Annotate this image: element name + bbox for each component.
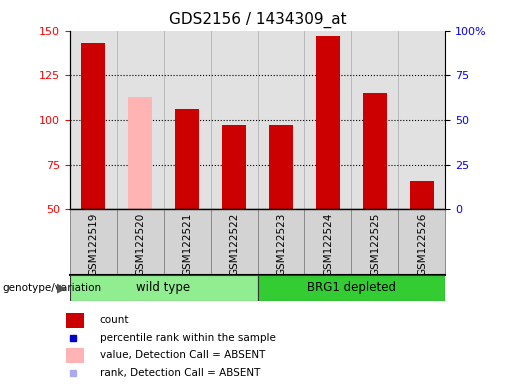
Bar <box>128 97 152 209</box>
Bar <box>258 209 304 275</box>
Bar <box>316 36 340 209</box>
Bar <box>258 275 445 301</box>
Bar <box>211 31 258 209</box>
Text: percentile rank within the sample: percentile rank within the sample <box>99 333 276 343</box>
Text: ▶: ▶ <box>57 281 66 295</box>
Bar <box>164 209 211 275</box>
Bar <box>258 31 304 209</box>
Bar <box>399 209 445 275</box>
Text: wild type: wild type <box>136 281 191 295</box>
Bar <box>66 348 84 362</box>
Bar <box>304 209 352 275</box>
Bar <box>70 31 116 209</box>
Bar <box>304 31 352 209</box>
Text: value, Detection Call = ABSENT: value, Detection Call = ABSENT <box>99 350 265 360</box>
Bar <box>269 125 293 209</box>
Bar <box>352 31 399 209</box>
Bar <box>81 43 105 209</box>
Text: count: count <box>99 315 129 325</box>
Bar <box>363 93 387 209</box>
Text: GSM122525: GSM122525 <box>370 213 380 276</box>
Bar <box>66 313 84 328</box>
Text: GSM122522: GSM122522 <box>229 213 239 276</box>
Bar <box>410 181 434 209</box>
Text: GSM122520: GSM122520 <box>135 213 145 276</box>
Text: GSM122521: GSM122521 <box>182 213 192 276</box>
Text: GSM122524: GSM122524 <box>323 213 333 276</box>
Bar <box>70 275 258 301</box>
Bar <box>211 209 258 275</box>
Bar <box>164 31 211 209</box>
Bar <box>222 125 246 209</box>
Text: GSM122519: GSM122519 <box>88 213 98 276</box>
Title: GDS2156 / 1434309_at: GDS2156 / 1434309_at <box>169 12 346 28</box>
Bar <box>70 209 116 275</box>
Bar <box>352 209 399 275</box>
Text: genotype/variation: genotype/variation <box>3 283 101 293</box>
Text: GSM122523: GSM122523 <box>276 213 286 276</box>
Text: GSM122526: GSM122526 <box>417 213 427 276</box>
Bar <box>175 109 199 209</box>
Text: BRG1 depleted: BRG1 depleted <box>307 281 396 295</box>
Bar <box>116 31 164 209</box>
Bar <box>116 209 164 275</box>
Text: rank, Detection Call = ABSENT: rank, Detection Call = ABSENT <box>99 368 260 378</box>
Bar <box>399 31 445 209</box>
